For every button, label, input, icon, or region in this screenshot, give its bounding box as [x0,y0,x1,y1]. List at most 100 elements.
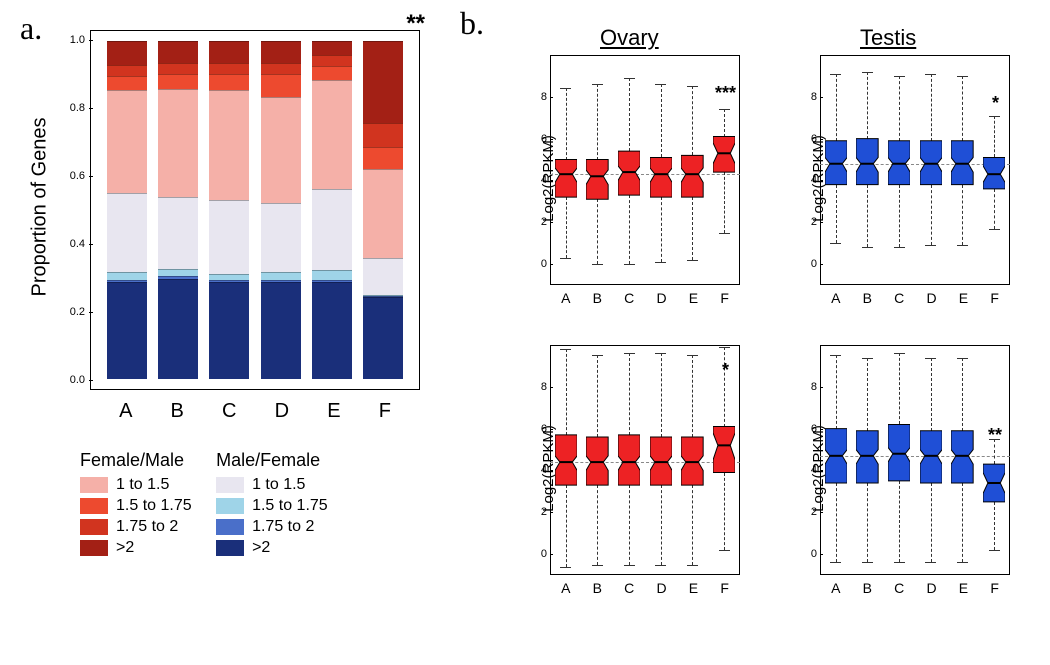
bar-segment [312,282,352,379]
bar-segment [363,258,403,295]
y-tick: 0.8 [70,102,85,114]
x-label: E [689,580,698,596]
bar-segment [209,90,249,200]
x-label: F [720,290,729,306]
bar-segment [312,189,352,271]
y-tick: 0.2 [70,306,85,318]
x-label: E [959,580,968,596]
legend-label: >2 [116,539,134,557]
box [983,55,1005,285]
y-tick: 0 [541,548,547,560]
legend-title: Male/Female [216,450,328,471]
y-tick: 4 [811,174,817,186]
box [951,55,973,285]
bar-segment [312,41,352,55]
legend-item: >2 [216,539,328,557]
box [618,55,640,285]
legend-item: 1.5 to 1.75 [80,497,192,515]
box [650,55,672,285]
panel-a-legend: Female/Male1 to 1.51.5 to 1.751.75 to 2>… [80,450,348,560]
bar-segment [209,74,249,90]
y-tick: 2 [811,216,817,228]
x-label: B [863,580,872,596]
legend-swatch [80,540,108,556]
stacked-bar [158,41,198,379]
x-labels: ABCDEF [550,580,740,596]
legend-label: 1.75 to 2 [252,518,314,536]
x-label: C [624,580,634,596]
box [825,55,847,285]
bar-segment [363,123,403,147]
x-label: B [171,400,184,423]
boxplot-panel: Log2(RPKM)02468***ABCDEF [520,55,740,315]
bar-segment [158,41,198,63]
bar-segment [261,63,301,74]
legend-swatch [216,519,244,535]
bar-segment [312,55,352,66]
bar-segment [261,41,301,63]
boxplot-panel: Log2(RPKM)02468**ABCDEF [790,345,1010,605]
box [555,345,577,575]
panel-a-label: a. [20,10,42,47]
legend-label: 1.5 to 1.75 [116,497,192,515]
x-label: E [327,400,340,423]
y-tick: 4 [541,174,547,186]
y-tick: 8 [811,381,817,393]
box [920,345,942,575]
y-tick: 8 [811,91,817,103]
box [983,345,1005,575]
boxes-container [550,345,740,575]
x-labels: ABCDEF [820,290,1010,306]
x-label: E [959,290,968,306]
panel-a: a. Proportion of Genes 0.00.20.40.60.81.… [10,10,460,655]
boxes-container [820,345,1010,575]
significance-marker: * [722,360,729,381]
boxes-container [820,55,1010,285]
panel-a-y-axis: 0.00.20.40.60.81.0 [70,30,90,390]
bar-segment [261,272,301,280]
y-tick: 2 [541,506,547,518]
legend-label: 1 to 1.5 [116,476,169,494]
bar-segment [107,272,147,280]
boxplot-panel: Log2(RPKM)02468*ABCDEF [520,345,740,605]
box [888,55,910,285]
x-labels: ABCDEF [820,580,1010,596]
y-tick: 0 [811,548,817,560]
x-label: A [119,400,132,423]
bar-segment [158,89,198,197]
boxplot-grid: Log2(RPKM)02468***ABCDEFLog2(RPKM)02468*… [520,55,1020,605]
significance-marker: ** [988,425,1002,446]
bar-segment [209,63,249,74]
bar-segment [158,63,198,74]
col-title-testis: Testis [860,25,916,51]
legend-label: >2 [252,539,270,557]
bar-segment [363,41,403,123]
legend-swatch [80,477,108,493]
x-label: A [831,290,840,306]
y-tick: 2 [541,216,547,228]
bar-segment [209,282,249,379]
y-tick: 0.0 [70,374,85,386]
legend-label: 1.75 to 2 [116,518,178,536]
stacked-bar [312,41,352,379]
panel-b: b. Ovary Testis Log2(RPKM)02468***ABCDEF… [460,10,1040,655]
x-label: D [656,580,666,596]
y-tick: 4 [811,464,817,476]
y-tick: 8 [541,91,547,103]
x-label: A [561,580,570,596]
x-label: B [593,290,602,306]
boxplot-panel: Log2(RPKM)02468*ABCDEF [790,55,1010,315]
x-labels: ABCDEF [550,290,740,306]
x-label: C [624,290,634,306]
y-tick: 6 [541,133,547,145]
bar-segment [312,66,352,80]
y-tick: 1.0 [70,34,85,46]
box [920,55,942,285]
bar-segment [261,282,301,379]
box [586,345,608,575]
box [618,345,640,575]
boxes-container [550,55,740,285]
y-tick: 0 [541,258,547,270]
x-label: A [831,580,840,596]
x-label: D [275,400,289,423]
